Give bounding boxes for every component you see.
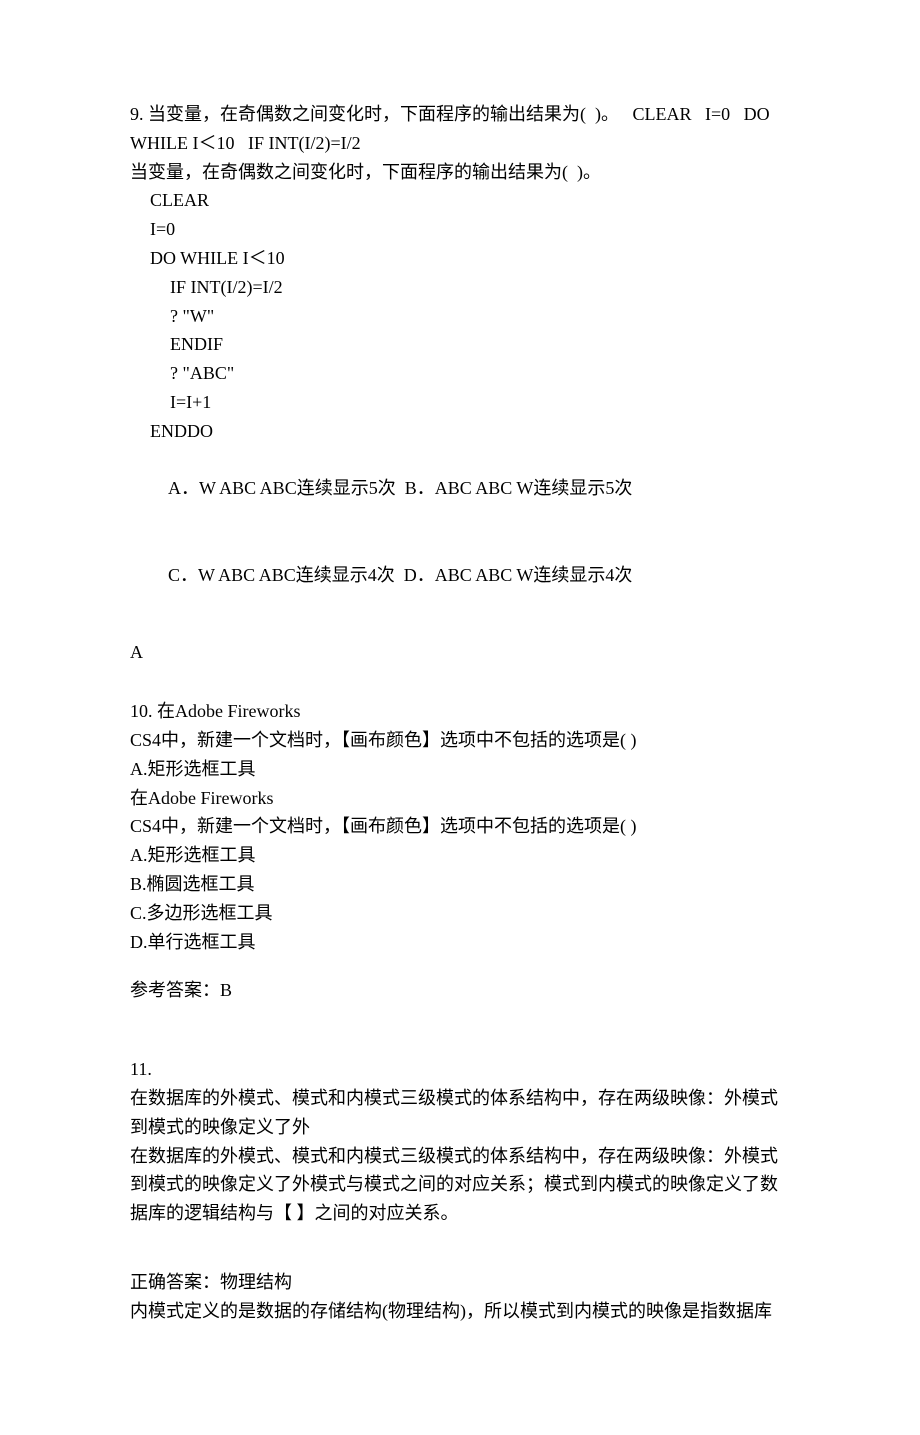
q10-option-d: D.单行选框工具 xyxy=(130,928,790,957)
q10-line5: CS4中，新建一个文档时，【画布颜色】选项中不包括的选项是( ) xyxy=(130,812,790,841)
q9-option-a: A．W ABC ABC连续显示5次 xyxy=(168,478,396,498)
q9-option-d: D．ABC ABC W连续显示4次 xyxy=(404,565,633,585)
q10-line3: A.矩形选框工具 xyxy=(130,755,790,784)
q9-options-row1: A．W ABC ABC连续显示5次 B．ABC ABC W连续显示5次 xyxy=(130,446,790,532)
q9-code-line: IF INT(I/2)=I/2 xyxy=(130,273,790,302)
q9-code-line: ? "W" xyxy=(130,302,790,331)
q9-header: 9. 当变量，在奇偶数之间变化时，下面程序的输出结果为( )。 CLEAR I=… xyxy=(130,100,790,158)
q10-option-b: B.椭圆选框工具 xyxy=(130,870,790,899)
q10-line2: CS4中，新建一个文档时，【画布颜色】选项中不包括的选项是( ) xyxy=(130,726,790,755)
q9-options-row2: C．W ABC ABC连续显示4次 D．ABC ABC W连续显示4次 xyxy=(130,532,790,618)
q9-code-line: I=0 xyxy=(130,215,790,244)
q9-code-line: ENDDO xyxy=(130,417,790,446)
question-9: 9. 当变量，在奇偶数之间变化时，下面程序的输出结果为( )。 CLEAR I=… xyxy=(130,100,790,667)
q11-number: 11. xyxy=(130,1055,790,1084)
q10-line4: 在Adobe Fireworks xyxy=(130,784,790,813)
question-10: 10. 在Adobe Fireworks CS4中，新建一个文档时，【画布颜色】… xyxy=(130,697,790,1005)
q9-restatement: 当变量，在奇偶数之间变化时，下面程序的输出结果为( )。 xyxy=(130,158,790,187)
q9-option-b: B．ABC ABC W连续显示5次 xyxy=(405,478,633,498)
q9-code-line: CLEAR xyxy=(130,186,790,215)
q9-option-c: C．W ABC ABC连续显示4次 xyxy=(168,565,395,585)
q10-line1: 10. 在Adobe Fireworks xyxy=(130,697,790,726)
q10-option-c: C.多边形选框工具 xyxy=(130,899,790,928)
q9-answer: A xyxy=(130,638,790,667)
q9-code-line: ? "ABC" xyxy=(130,359,790,388)
q10-answer: 参考答案：B xyxy=(130,976,790,1005)
question-11: 11. 在数据库的外模式、模式和内模式三级模式的体系结构中，存在两级映像：外模式… xyxy=(130,1055,790,1325)
q11-explanation: 内模式定义的是数据的存储结构(物理结构)，所以模式到内模式的映像是指数据库 xyxy=(130,1297,790,1326)
q9-code-line: DO WHILE I＜10 xyxy=(130,244,790,273)
q11-line1: 在数据库的外模式、模式和内模式三级模式的体系结构中，存在两级映像：外模式到模式的… xyxy=(130,1084,790,1142)
q11-line2: 在数据库的外模式、模式和内模式三级模式的体系结构中，存在两级映像：外模式到模式的… xyxy=(130,1142,790,1228)
q9-code-line: ENDIF xyxy=(130,330,790,359)
q9-code-line: I=I+1 xyxy=(130,388,790,417)
q10-option-a: A.矩形选框工具 xyxy=(130,841,790,870)
q11-answer: 正确答案：物理结构 xyxy=(130,1268,790,1297)
